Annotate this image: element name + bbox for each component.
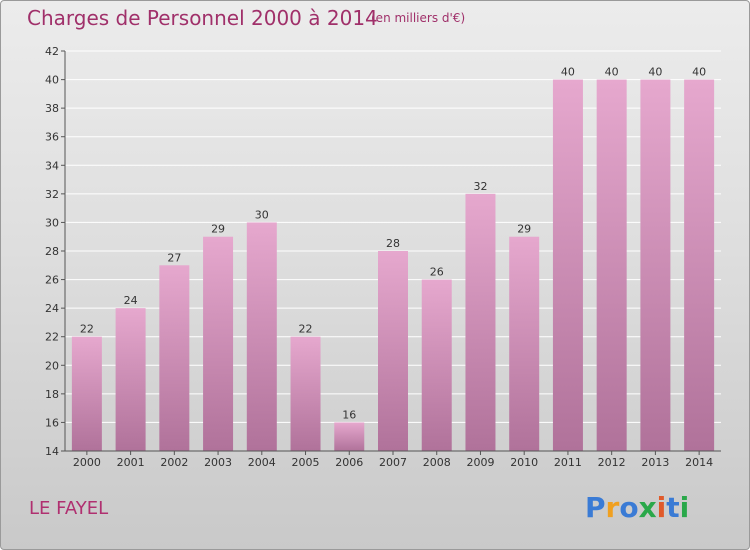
chart-title: Charges de Personnel 2000 à 2014 (27, 6, 378, 30)
bar (640, 79, 671, 452)
x-tick-label: 2003 (204, 456, 232, 469)
x-tick-label: 2010 (510, 456, 538, 469)
bar-value-label: 27 (167, 251, 181, 264)
bar-value-label: 40 (605, 66, 619, 79)
y-tick-label: 30 (45, 216, 59, 229)
bar-value-label: 24 (124, 294, 138, 307)
x-tick-label: 2013 (641, 456, 669, 469)
y-axis-ticks: 14 16 18 20 22 24 26 28 30 32 34 36 38 40 42 (45, 45, 65, 458)
x-tick-label: 2005 (292, 456, 320, 469)
y-tick-label: 32 (45, 188, 59, 201)
bar-value-label: 26 (430, 266, 444, 279)
y-tick-label: 16 (45, 416, 59, 429)
y-tick-label: 14 (45, 445, 59, 458)
x-tick-label: 2000 (73, 456, 101, 469)
bar (509, 236, 540, 451)
bar-value-label: 29 (211, 223, 225, 236)
svg-text:Proxiti: Proxiti (585, 491, 689, 524)
x-axis-ticks: 2000 2001 2002 2003 2004 2005 2006 2007 2008 2009… (73, 451, 713, 469)
bar (596, 79, 627, 452)
y-tick-label: 24 (45, 302, 59, 315)
x-tick-label: 2012 (598, 456, 626, 469)
bar-value-label: 16 (342, 408, 356, 421)
bar-value-label: 32 (473, 180, 487, 193)
bar (115, 308, 146, 451)
bar (378, 251, 408, 451)
bar (421, 279, 452, 451)
bar (71, 336, 102, 451)
x-tick-label: 2008 (423, 456, 451, 469)
bar (203, 236, 234, 451)
bar (684, 79, 715, 452)
bar-value-label: 22 (80, 323, 94, 336)
y-tick-label: 20 (45, 359, 59, 372)
bar (246, 222, 277, 451)
bar-value-label: 40 (692, 66, 706, 79)
bar-value-label: 22 (299, 323, 313, 336)
x-tick-label: 2009 (466, 456, 494, 469)
y-tick-label: 36 (45, 131, 59, 144)
bars (71, 79, 715, 452)
x-tick-label: 2002 (160, 456, 188, 469)
bar-value-label: 29 (517, 223, 531, 236)
x-tick-label: 2007 (379, 456, 407, 469)
town-name: LE FAYEL (29, 498, 109, 519)
bar-value-label: 40 (648, 66, 662, 79)
bar-value-label: 28 (386, 237, 400, 250)
bar (552, 79, 583, 452)
x-tick-label: 2004 (248, 456, 276, 469)
bar-value-label: 40 (561, 66, 575, 79)
bar (334, 422, 365, 451)
bar (159, 265, 190, 451)
y-tick-label: 22 (45, 331, 59, 344)
bar (290, 336, 321, 451)
y-tick-label: 40 (45, 74, 59, 87)
x-tick-label: 2014 (685, 456, 713, 469)
x-tick-label: 2006 (335, 456, 363, 469)
x-tick-label: 2011 (554, 456, 582, 469)
y-tick-label: 34 (45, 159, 59, 172)
y-tick-label: 26 (45, 274, 59, 287)
y-tick-label: 38 (45, 102, 59, 115)
y-tick-label: 42 (45, 45, 59, 58)
y-tick-label: 28 (45, 245, 59, 258)
bar-value-label: 30 (255, 208, 269, 221)
y-tick-label: 18 (45, 388, 59, 401)
proxiti-logo: Proxiti (585, 491, 689, 524)
bar (465, 193, 496, 451)
x-tick-label: 2001 (117, 456, 145, 469)
chart-subtitle: (en milliers d'€) (371, 11, 466, 25)
value-labels: 22 24 27 29 30 22 16 28 26 32 29 40 40 40 40 (80, 66, 706, 422)
